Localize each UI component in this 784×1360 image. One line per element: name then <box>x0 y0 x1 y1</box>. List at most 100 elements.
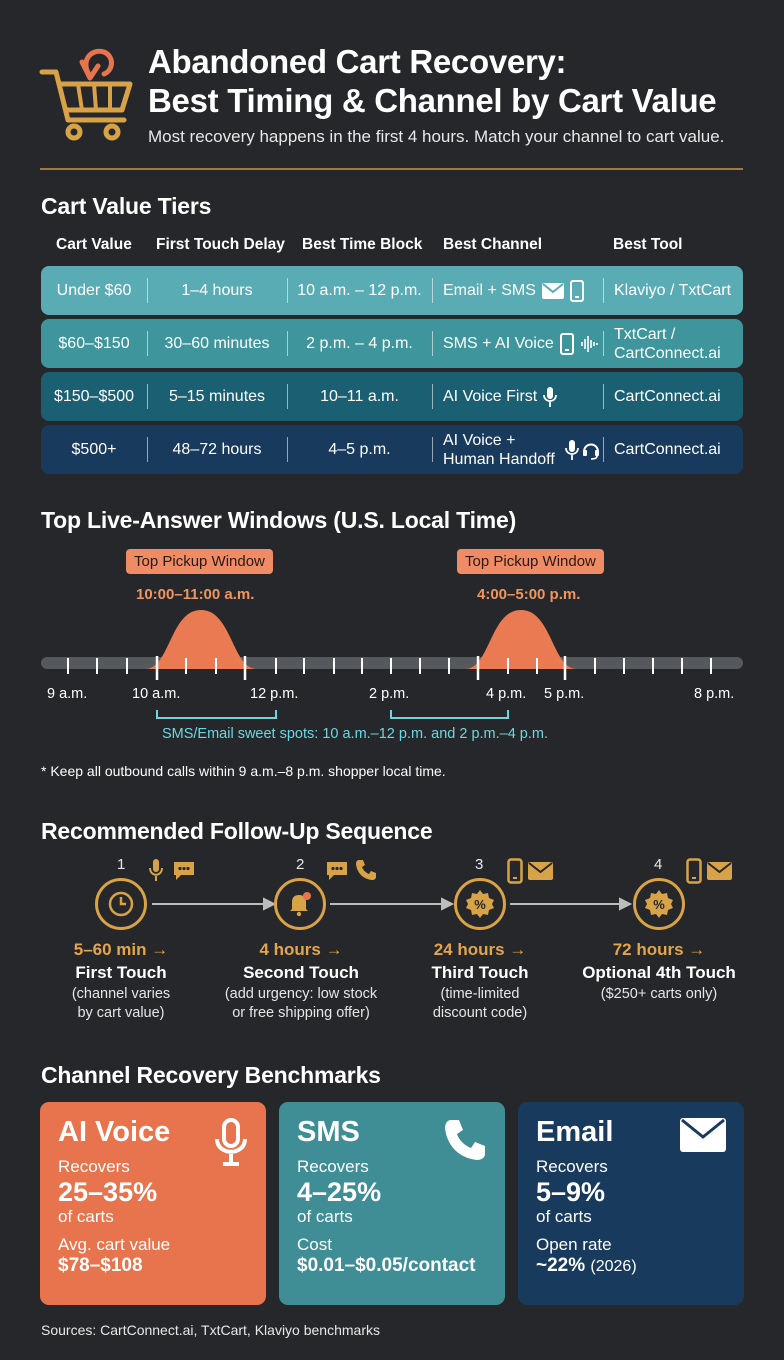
table-row: $500+ 48–72 hours 4–5 p.m. AI Voice + Hu… <box>41 425 743 474</box>
mail-icon <box>541 282 564 299</box>
cell-time-block: 4–5 p.m. <box>328 441 391 458</box>
cell-time-block: 10–11 a.m. <box>320 388 399 405</box>
tick-label: 4 p.m. <box>486 686 527 702</box>
sweet-spots-note: SMS/Email sweet spots: 10 a.m.–12 p.m. a… <box>161 726 549 742</box>
cell-channel: Email + SMS <box>443 266 603 315</box>
cell-channel: AI Voice First <box>443 372 603 421</box>
column-header-best-time-block: Best Time Block <box>302 236 423 253</box>
cell-channel: AI Voice + Human Handoff <box>443 425 603 474</box>
sequence-step-2: 4 hours → Second Touch (add urgency: low… <box>206 940 396 1023</box>
mobile-icon <box>507 858 523 889</box>
cell-cart-value: $60–$150 <box>58 335 130 352</box>
card-recovery-rate: 25–35% <box>58 1177 158 1207</box>
cell-tool: CartConnect.ai <box>614 388 721 405</box>
step-description: (channel varies by cart value) <box>71 986 171 1021</box>
peak-curve-morning <box>145 610 257 669</box>
peak-curve-afternoon <box>465 610 577 669</box>
card-recovers-label: Recovers <box>58 1157 130 1176</box>
tiers-table-header: Cart Value First Touch Delay Best Time B… <box>40 236 743 260</box>
phone-icon <box>569 279 584 302</box>
column-header-best-tool: Best Tool <box>613 236 683 253</box>
page-title: Abandoned Cart Recovery: Best Timing & C… <box>148 42 768 120</box>
step-timing: 72 hours → <box>612 940 706 959</box>
cell-cart-value: $500+ <box>71 441 117 458</box>
card-unit: of carts <box>58 1207 114 1226</box>
step-number: 1 <box>117 856 126 873</box>
calling-hours-footnote: * Keep all outbound calls within 9 a.m.–… <box>41 763 446 779</box>
benchmark-card-sms: SMS Recovers 4–25% of carts Cost $0.01–$… <box>279 1102 505 1305</box>
step-number: 2 <box>296 856 305 873</box>
cell-delay: 5–15 minutes <box>168 388 266 405</box>
card-metric-label: Cost <box>297 1235 332 1254</box>
clock-icon <box>95 878 147 930</box>
mail-icon <box>707 862 732 885</box>
channel-label: Email + SMS <box>443 282 536 299</box>
tick-label: 5 p.m. <box>544 686 585 702</box>
card-unit: of carts <box>536 1207 592 1226</box>
card-metric-value: $78–$108 <box>58 1255 143 1276</box>
card-recovery-rate: 4–25% <box>297 1177 382 1207</box>
sources-note: Sources: CartConnect.ai, TxtCart, Klaviy… <box>41 1322 380 1338</box>
cell-channel: SMS + AI Voice <box>443 319 603 368</box>
step-name: Optional 4th Touch <box>582 963 736 982</box>
cell-time-block: 10 a.m. – 12 p.m. <box>297 282 422 299</box>
cell-cart-value: $150–$500 <box>53 388 135 405</box>
peak-time-afternoon: 4:00–5:00 p.m. <box>477 586 581 603</box>
waveform-icon <box>580 335 600 353</box>
channel-label: SMS + AI Voice <box>443 335 554 352</box>
discount-icon: % <box>454 878 506 930</box>
headset-icon <box>582 440 600 460</box>
windows-section-title: Top Live-Answer Windows (U.S. Local Time… <box>41 507 517 533</box>
benchmark-card-ai-voice: AI Voice Recovers 25–35% of carts Avg. c… <box>40 1102 266 1305</box>
page-subtitle: Most recovery happens in the first 4 hou… <box>148 127 725 146</box>
step-name: Second Touch <box>243 963 359 982</box>
chat-icon <box>172 860 196 887</box>
phone-icon <box>559 332 574 355</box>
benchmark-card-email: Email Recovers 5–9% of carts Open rate ~… <box>518 1102 744 1305</box>
table-row: Under $60 1–4 hours 10 a.m. – 12 p.m. Em… <box>41 266 743 315</box>
channel-label: AI Voice + Human Handoff <box>443 431 555 468</box>
sequence-step-4: 72 hours → Optional 4th Touch ($250+ car… <box>564 940 754 1004</box>
sequence-section-title: Recommended Follow-Up Sequence <box>41 818 433 844</box>
step-description: (add urgency: low stock or free shipping … <box>224 986 378 1021</box>
step-timing: 24 hours → <box>433 940 527 959</box>
step-number: 4 <box>654 856 663 873</box>
step-name: Third Touch <box>431 963 529 982</box>
mobile-icon <box>686 858 702 889</box>
peak-label-afternoon: Top Pickup Window <box>457 549 604 574</box>
sequence-step-1: 5–60 min → First Touch (channel varies by… <box>26 940 216 1023</box>
cell-delay: 30–60 minutes <box>164 335 270 352</box>
timeline-chart <box>67 610 712 680</box>
microphone-icon <box>565 439 579 461</box>
table-row: $150–$500 5–15 minutes 10–11 a.m. AI Voi… <box>41 372 743 421</box>
cell-time-block: 2 p.m. – 4 p.m. <box>306 335 413 352</box>
card-title: SMS <box>297 1116 360 1148</box>
cell-delay: 48–72 hours <box>172 441 262 458</box>
column-header-cart-value: Cart Value <box>56 236 132 253</box>
step-timing: 4 hours → <box>259 940 343 959</box>
chat-icon <box>325 860 349 887</box>
step-number: 3 <box>475 856 484 873</box>
header-divider <box>40 168 743 170</box>
benchmarks-section-title: Channel Recovery Benchmarks <box>41 1062 381 1088</box>
bell-icon <box>274 878 326 930</box>
cell-tool: Klaviyo / TxtCart <box>614 282 732 299</box>
table-row: $60–$150 30–60 minutes 2 p.m. – 4 p.m. S… <box>41 319 743 368</box>
step-description: (time-limited discount code) <box>432 986 528 1021</box>
step-name: First Touch <box>75 963 167 982</box>
title-line-2: Best Timing & Channel by Cart Value <box>148 82 717 119</box>
microphone-icon <box>148 858 164 887</box>
card-recovers-label: Recovers <box>536 1157 608 1176</box>
svg-text:%: % <box>653 897 665 912</box>
phone-icon <box>355 859 377 886</box>
peak-time-morning: 10:00–11:00 a.m. <box>136 586 255 603</box>
svg-text:%: % <box>474 897 486 912</box>
microphone-icon <box>543 386 558 408</box>
tick-label: 9 a.m. <box>47 686 88 702</box>
card-metric-label: Avg. cart value <box>58 1235 171 1254</box>
card-unit: of carts <box>297 1207 353 1226</box>
card-recovery-rate: 5–9% <box>536 1177 606 1207</box>
tick-label: 2 p.m. <box>369 686 410 702</box>
cell-tool: CartConnect.ai <box>614 441 721 458</box>
card-metric-note: (2026) <box>590 1258 637 1275</box>
